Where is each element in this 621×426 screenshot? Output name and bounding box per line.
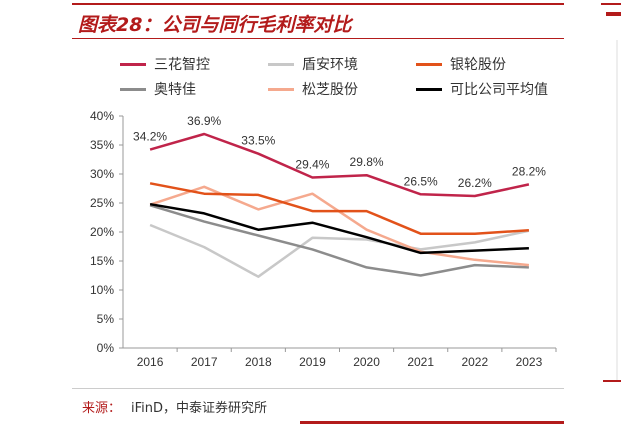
y-tick-label: 10% — [90, 283, 114, 297]
source-label: 来源： — [82, 401, 122, 416]
legend-item-songzhi: 松芝股份 — [268, 79, 358, 99]
x-tick-label: 2019 — [299, 355, 326, 369]
chart-legend: 三花智控 盾安环境 银轮股份 奥特佳 松芝股份 可比公司平均值 — [120, 52, 560, 102]
data-label-sanhua: 26.2% — [458, 176, 492, 190]
x-tick-label: 2021 — [407, 355, 434, 369]
legend-label-yinlun: 银轮股份 — [450, 57, 506, 73]
data-label-sanhua: 29.8% — [350, 155, 384, 169]
data-label-sanhua: 28.2% — [512, 164, 546, 178]
legend-swatch-yinlun — [416, 62, 442, 66]
legend-item-aote: 奥特佳 — [120, 79, 196, 99]
data-label-sanhua: 33.5% — [241, 134, 275, 148]
y-tick-label: 20% — [90, 225, 114, 239]
data-label-sanhua: 29.4% — [295, 157, 329, 171]
y-tick-label: 15% — [90, 254, 114, 268]
legend-label-aote: 奥特佳 — [154, 82, 196, 98]
x-tick-label: 2016 — [137, 355, 164, 369]
series-line-yinlun — [149, 182, 529, 235]
legend-label-sanhua: 三花智控 — [154, 57, 210, 73]
data-label-sanhua: 26.5% — [404, 174, 438, 188]
legend-label-dunan: 盾安环境 — [302, 57, 358, 73]
footer-accent-bar — [300, 421, 564, 424]
right-edge-line — [616, 40, 618, 380]
series-line-avg — [149, 202, 529, 255]
y-tick-label: 5% — [97, 312, 115, 326]
legend-swatch-aote — [120, 87, 146, 91]
legend-label-songzhi: 松芝股份 — [302, 82, 358, 98]
y-tick-label: 0% — [97, 341, 115, 355]
footer-divider — [72, 388, 564, 389]
right-edge-mark — [606, 12, 621, 16]
title-top-rule — [72, 3, 564, 5]
right-footer-rule — [603, 380, 621, 382]
series-line-songzhi — [149, 185, 530, 267]
figure-title: 图表28：公司与同行毛利率对比 — [78, 14, 352, 36]
x-tick-label: 2023 — [516, 355, 543, 369]
legend-swatch-dunan — [268, 62, 294, 66]
legend-swatch-songzhi — [268, 87, 294, 91]
x-tick-label: 2022 — [461, 355, 488, 369]
y-tick-label: 30% — [90, 167, 114, 181]
source-note: 来源： iFinD，中泰证券研究所 — [82, 397, 267, 416]
series-line-dunan — [149, 223, 530, 278]
legend-item-dunan: 盾安环境 — [268, 54, 358, 74]
series-line-aote — [149, 204, 529, 277]
legend-label-avg: 可比公司平均值 — [450, 82, 548, 98]
x-tick-label: 2018 — [245, 355, 272, 369]
legend-item-yinlun: 银轮股份 — [416, 54, 506, 74]
series-line-sanhua — [149, 132, 530, 198]
y-tick-label: 25% — [90, 196, 114, 210]
y-tick-label: 40% — [90, 109, 114, 123]
right-top-rule — [601, 3, 621, 5]
legend-item-avg: 可比公司平均值 — [416, 79, 548, 99]
x-tick-label: 2017 — [191, 355, 218, 369]
title-underline — [72, 38, 564, 39]
legend-swatch-sanhua — [120, 62, 146, 66]
data-label-sanhua: 36.9% — [187, 114, 221, 128]
legend-item-sanhua: 三花智控 — [120, 54, 210, 74]
x-tick-label: 2020 — [353, 355, 380, 369]
data-label-sanhua: 34.2% — [133, 130, 167, 144]
y-tick-label: 35% — [90, 138, 114, 152]
legend-swatch-avg — [416, 87, 442, 91]
source-value: iFinD，中泰证券研究所 — [131, 401, 268, 416]
